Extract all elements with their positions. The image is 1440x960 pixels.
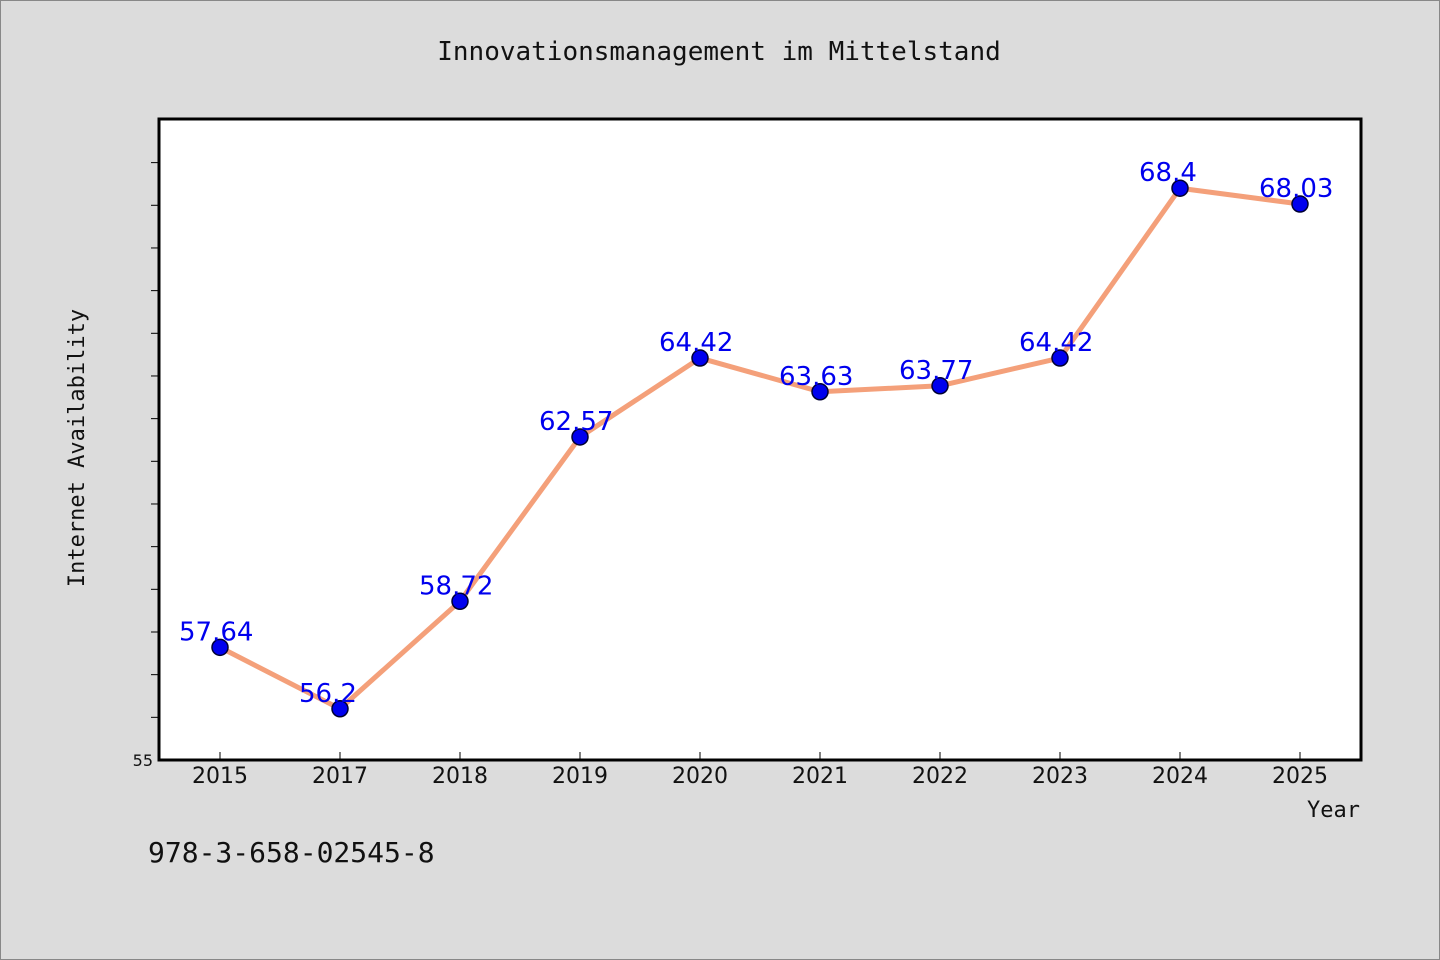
x-tick-label: 2025: [1272, 764, 1328, 789]
data-point: [1051, 349, 1069, 367]
data-point: [691, 349, 709, 367]
data-point: [1171, 179, 1189, 197]
x-tick-label: 2023: [1032, 764, 1088, 789]
data-labels: 57.64 56.2 58.72 62.57 64.42 63.63 63.77 64.42 6…: [179, 158, 1333, 709]
chart-title: Innovationsmanagement im Mittelstand: [437, 37, 1001, 67]
x-tick-label: 2015: [192, 764, 248, 789]
x-axis-ticks: 2015 2017 2018 2019 2020 2021 2022 2023 2024 2025: [192, 752, 1328, 789]
x-tick-label: 2017: [312, 764, 368, 789]
data-point: [331, 700, 349, 718]
series-markers: [211, 179, 1309, 718]
x-tick-label: 2020: [672, 764, 728, 789]
data-point: [451, 592, 469, 611]
series-line: [218, 185, 1301, 712]
data-point: [211, 638, 229, 657]
data-point: [571, 428, 589, 446]
data-label: 56.2: [299, 679, 357, 709]
data-label: 68.03: [1259, 174, 1333, 204]
data-label: 64.42: [1019, 328, 1093, 358]
y-axis-ticks: 55: [133, 162, 159, 770]
x-tick-label: 2019: [552, 764, 608, 789]
data-label: 57.64: [179, 617, 253, 647]
x-tick-label: 2024: [1152, 764, 1208, 789]
data-label: 63.63: [779, 362, 853, 392]
data-point: [1291, 195, 1309, 213]
series-line-group: [218, 185, 1301, 712]
x-axis-title: Year: [1307, 798, 1360, 823]
y-axis-title: Internet Availability: [65, 309, 90, 587]
x-tick-label: 2022: [912, 764, 968, 789]
plot-area: [157, 117, 1363, 762]
data-label: 63.77: [899, 356, 973, 386]
x-tick-label: 2018: [432, 764, 488, 789]
data-label: 58.72: [419, 571, 493, 601]
isbn-footer: 978-3-658-02545-8: [148, 836, 435, 869]
data-label: 62.57: [539, 407, 613, 437]
data-label: 64.42: [659, 328, 733, 358]
data-point: [931, 377, 949, 395]
y-tick-label: 55: [133, 751, 153, 770]
data-point: [811, 383, 829, 401]
data-label: 68.4: [1139, 158, 1197, 188]
x-tick-label: 2021: [792, 764, 848, 789]
